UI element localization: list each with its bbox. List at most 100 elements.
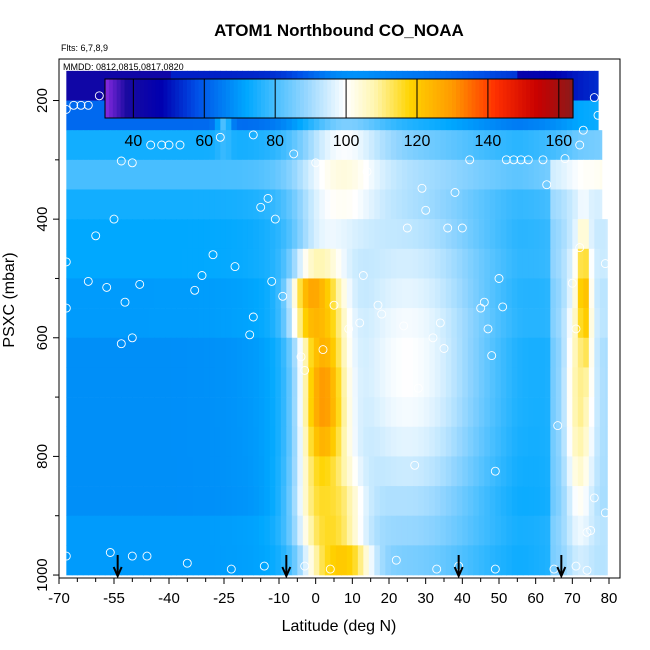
heatmap-cell xyxy=(220,397,227,428)
heatmap-cell xyxy=(484,515,491,546)
heatmap-cell xyxy=(341,397,348,428)
heatmap-cell xyxy=(363,337,370,368)
heatmap-cell xyxy=(484,248,491,279)
colorbar-tick-label: 140 xyxy=(475,133,502,150)
heatmap-cell xyxy=(506,486,513,517)
heatmap-cell xyxy=(291,545,298,576)
colorbar-segment xyxy=(261,79,266,118)
heatmap-cell xyxy=(275,248,282,279)
heatmap-cell xyxy=(506,515,513,546)
heatmap-cell xyxy=(495,159,502,190)
heatmap-cell xyxy=(220,456,227,487)
heatmap-cell xyxy=(489,397,496,428)
sample-point xyxy=(399,321,409,331)
heatmap-cell xyxy=(176,426,183,457)
heatmap-cell xyxy=(126,278,133,309)
heatmap-cell xyxy=(154,159,161,190)
heatmap-cell xyxy=(269,486,276,517)
heatmap-cell xyxy=(495,248,502,279)
heatmap-cell xyxy=(401,130,408,161)
heatmap-cell xyxy=(462,278,469,309)
heatmap-cell xyxy=(181,367,188,398)
heatmap-cell xyxy=(93,545,100,576)
colorbar-segment xyxy=(218,79,223,118)
heatmap-cell xyxy=(407,159,414,190)
heatmap-cell xyxy=(220,159,227,190)
colorbar-segment xyxy=(471,79,477,118)
heatmap-cell xyxy=(308,248,315,279)
heatmap-cell xyxy=(368,159,375,190)
heatmap-cell xyxy=(484,456,491,487)
colorbar-segment xyxy=(495,79,500,118)
heatmap-cell xyxy=(324,545,331,576)
sample-point xyxy=(61,551,71,561)
heatmap-cell xyxy=(231,189,238,220)
heatmap-cell xyxy=(605,397,608,428)
heatmap-cell xyxy=(550,308,557,339)
heatmap-cell xyxy=(544,545,551,576)
heatmap-cell xyxy=(236,278,243,309)
colorbar-segment xyxy=(163,79,168,118)
heatmap-cell xyxy=(396,456,403,487)
heatmap-cell xyxy=(445,545,452,576)
heatmap-cell xyxy=(165,278,172,309)
heatmap-cell xyxy=(522,426,529,457)
heatmap-cell xyxy=(341,248,348,279)
colorbar-segment xyxy=(276,79,282,118)
heatmap-cell xyxy=(82,367,89,398)
heatmap-cell xyxy=(308,278,315,309)
heatmap-cell xyxy=(71,486,78,517)
heatmap-cell xyxy=(99,367,106,398)
heatmap-cell xyxy=(104,515,111,546)
heatmap-cell xyxy=(418,456,425,487)
heatmap-cell xyxy=(440,189,447,220)
heatmap-cell xyxy=(209,278,216,309)
heatmap-cell xyxy=(126,515,133,546)
heatmap-cell xyxy=(297,397,304,428)
heatmap-cell xyxy=(198,337,205,368)
heatmap-cell xyxy=(368,515,375,546)
heatmap-cell xyxy=(379,308,386,339)
heatmap-cell xyxy=(297,278,304,309)
heatmap-cell xyxy=(148,337,155,368)
colorbar-segment xyxy=(498,79,504,118)
heatmap-cell xyxy=(214,486,221,517)
heatmap-cell xyxy=(561,337,568,368)
heatmap-cell xyxy=(126,219,133,250)
heatmap-cell xyxy=(88,278,95,309)
heatmap-cell xyxy=(187,189,194,220)
heatmap-cell xyxy=(500,189,507,220)
colorbar-tick-label: 100 xyxy=(333,133,360,150)
heatmap-cell xyxy=(473,515,480,546)
heatmap-cell xyxy=(517,248,524,279)
sample-point xyxy=(256,202,266,212)
colorbar-segment xyxy=(452,79,457,118)
heatmap-cell xyxy=(594,545,601,576)
heatmap-cell xyxy=(88,367,95,398)
heatmap-cell xyxy=(258,515,265,546)
heatmap-cell xyxy=(66,545,73,576)
heatmap-cell xyxy=(93,397,100,428)
heatmap-cell xyxy=(396,545,403,576)
heatmap-cell xyxy=(165,189,172,220)
heatmap-cell xyxy=(269,308,276,339)
heatmap-cell xyxy=(352,486,359,517)
heatmap-cell xyxy=(440,278,447,309)
heatmap-cell xyxy=(572,337,579,368)
heatmap-cell xyxy=(132,426,139,457)
heatmap-cell xyxy=(539,189,546,220)
heatmap-cell xyxy=(594,70,599,101)
colorbar-segment xyxy=(105,79,110,118)
heatmap-cell xyxy=(572,308,579,339)
heatmap-cell xyxy=(159,219,166,250)
colorbar-segment xyxy=(245,79,250,118)
heatmap-cell xyxy=(198,278,205,309)
heatmap-cell xyxy=(467,130,474,161)
heatmap-cell xyxy=(506,397,513,428)
sample-point xyxy=(439,344,449,353)
heatmap-cell xyxy=(368,219,375,250)
heatmap-cell xyxy=(390,308,397,339)
heatmap-cell xyxy=(66,426,73,457)
heatmap-cell xyxy=(407,189,414,220)
heatmap-cell xyxy=(302,219,309,250)
